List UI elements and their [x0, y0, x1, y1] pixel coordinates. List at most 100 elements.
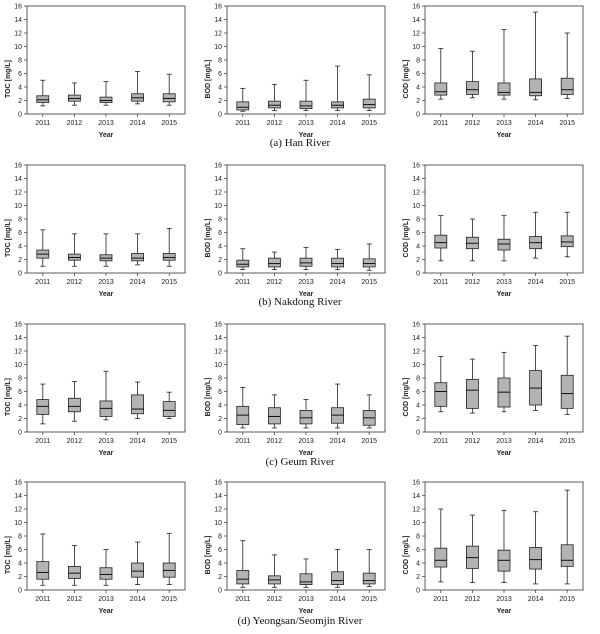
x-tick-label: 2011 — [235, 438, 250, 445]
y-tick-label: 10 — [214, 520, 222, 527]
panel-cod-4: 0 2 4 6 8 10 12 14 16 COD [mg/L] 2011 2012 2013 2014 2… — [403, 480, 584, 615]
y-axis-label: TOC [mg/L] — [5, 60, 12, 98]
x-tick-label: 2012 — [465, 279, 481, 286]
box-2012 — [68, 565, 81, 579]
box-2011 — [236, 570, 250, 585]
y-tick-label: 0 — [218, 112, 222, 119]
y-tick-label: 10 — [412, 44, 420, 51]
panel-caption: (d) Yeongsan/Seomjin River — [238, 615, 363, 627]
y-tick-label: 14 — [214, 17, 222, 24]
box-2015 — [162, 253, 176, 261]
x-tick-label: 2012 — [267, 120, 283, 127]
x-axis-label: Year — [299, 291, 314, 298]
y-tick-label: 8 — [416, 376, 420, 383]
y-tick-label: 10 — [412, 362, 420, 369]
y-tick-label: 12 — [412, 507, 420, 514]
x-axis-label: Year — [497, 291, 512, 298]
box-2013 — [99, 96, 113, 103]
y-tick-label: 2 — [416, 416, 420, 423]
y-tick-label: 8 — [416, 534, 420, 541]
x-tick-label: 2011 — [35, 596, 50, 603]
y-tick-label: 16 — [214, 322, 222, 329]
x-tick-label: 2014 — [330, 438, 346, 445]
panel-bod-1: 0 2 4 6 8 10 12 14 16 BOD [mg/L] 2011 2012 2013 2014 2… — [205, 4, 386, 139]
box-2013 — [299, 573, 313, 585]
x-axis-label: Year — [497, 132, 512, 139]
y-tick-label: 8 — [18, 534, 22, 541]
y-axis-label: BOD [mg/L] — [205, 536, 212, 575]
x-tick-label: 2012 — [267, 596, 283, 603]
y-tick-label: 8 — [18, 376, 22, 383]
x-tick-label: 2015 — [559, 438, 575, 445]
y-axis-label: COD [mg/L] — [403, 219, 410, 258]
y-tick-label: 6 — [416, 230, 420, 237]
y-tick-label: 12 — [214, 507, 222, 514]
y-tick-label: 6 — [416, 389, 420, 396]
y-tick-label: 16 — [412, 322, 420, 329]
y-tick-label: 0 — [18, 112, 22, 119]
y-tick-label: 16 — [14, 163, 22, 170]
y-tick-label: 4 — [218, 561, 222, 568]
x-tick-label: 2015 — [361, 438, 377, 445]
y-tick-label: 2 — [18, 574, 22, 581]
x-tick-label: 2011 — [433, 120, 448, 127]
box-2015 — [560, 235, 574, 248]
y-tick-label: 12 — [214, 349, 222, 356]
y-tick-label: 8 — [18, 58, 22, 65]
box-2012 — [267, 257, 281, 268]
y-tick-label: 16 — [412, 4, 420, 11]
x-tick-label: 2012 — [465, 438, 481, 445]
y-tick-label: 2 — [416, 98, 420, 105]
y-tick-label: 4 — [18, 403, 22, 410]
x-axis-label: Year — [299, 450, 314, 457]
y-tick-label: 6 — [18, 389, 22, 396]
panel-cod-1: 0 2 4 6 8 10 12 14 16 COD [mg/L] 2011 2012 2013 2014 2… — [403, 4, 584, 139]
panel-cod-3: 0 2 4 6 8 10 12 14 16 COD [mg/L] 2011 2012 2013 2014 2… — [403, 322, 584, 457]
y-tick-label: 4 — [416, 244, 420, 251]
y-tick-label: 4 — [416, 85, 420, 92]
y-axis-label: TOC [mg/L] — [5, 378, 12, 416]
x-tick-label: 2011 — [235, 279, 250, 286]
x-tick-label: 2013 — [298, 596, 314, 603]
y-tick-label: 10 — [214, 44, 222, 51]
panel-toc-1: 0 2 4 6 8 10 12 14 16 TOC [mg/L] 2011 2012 2013 2014 2… — [5, 4, 186, 139]
x-tick-label: 2013 — [496, 596, 512, 603]
x-tick-label: 2012 — [465, 120, 481, 127]
y-tick-label: 14 — [214, 493, 222, 500]
y-tick-label: 0 — [416, 588, 420, 595]
y-tick-label: 8 — [416, 58, 420, 65]
x-tick-label: 2011 — [235, 596, 250, 603]
y-tick-label: 6 — [18, 230, 22, 237]
x-tick-label: 2011 — [35, 438, 50, 445]
y-tick-label: 4 — [18, 561, 22, 568]
y-tick-label: 16 — [14, 4, 22, 11]
x-tick-label: 2015 — [161, 438, 177, 445]
x-tick-label: 2014 — [130, 438, 146, 445]
panel-toc-2: 0 2 4 6 8 10 12 14 16 TOC [mg/L] 2011 2012 2013 2014 2… — [5, 163, 186, 298]
y-tick-label: 4 — [18, 85, 22, 92]
box-2013 — [497, 82, 511, 96]
y-tick-label: 0 — [18, 588, 22, 595]
y-tick-label: 10 — [14, 520, 22, 527]
y-tick-label: 8 — [218, 217, 222, 224]
x-axis-label: Year — [99, 608, 114, 615]
panel-caption: (b) Nakdong River — [258, 296, 341, 308]
y-tick-label: 12 — [14, 507, 22, 514]
x-tick-label: 2012 — [267, 279, 283, 286]
x-tick-label: 2015 — [161, 120, 177, 127]
box-2011 — [36, 399, 50, 415]
y-tick-label: 14 — [14, 493, 22, 500]
x-tick-label: 2014 — [130, 279, 146, 286]
x-tick-label: 2014 — [330, 120, 346, 127]
y-tick-label: 0 — [18, 430, 22, 437]
x-tick-label: 2014 — [528, 438, 544, 445]
box-2014 — [331, 571, 345, 586]
y-axis-label: COD [mg/L] — [403, 536, 410, 575]
x-tick-label: 2013 — [298, 279, 314, 286]
box-2014 — [331, 257, 345, 268]
box-2015 — [362, 98, 376, 109]
box-2013 — [299, 257, 313, 267]
y-tick-label: 0 — [218, 588, 222, 595]
